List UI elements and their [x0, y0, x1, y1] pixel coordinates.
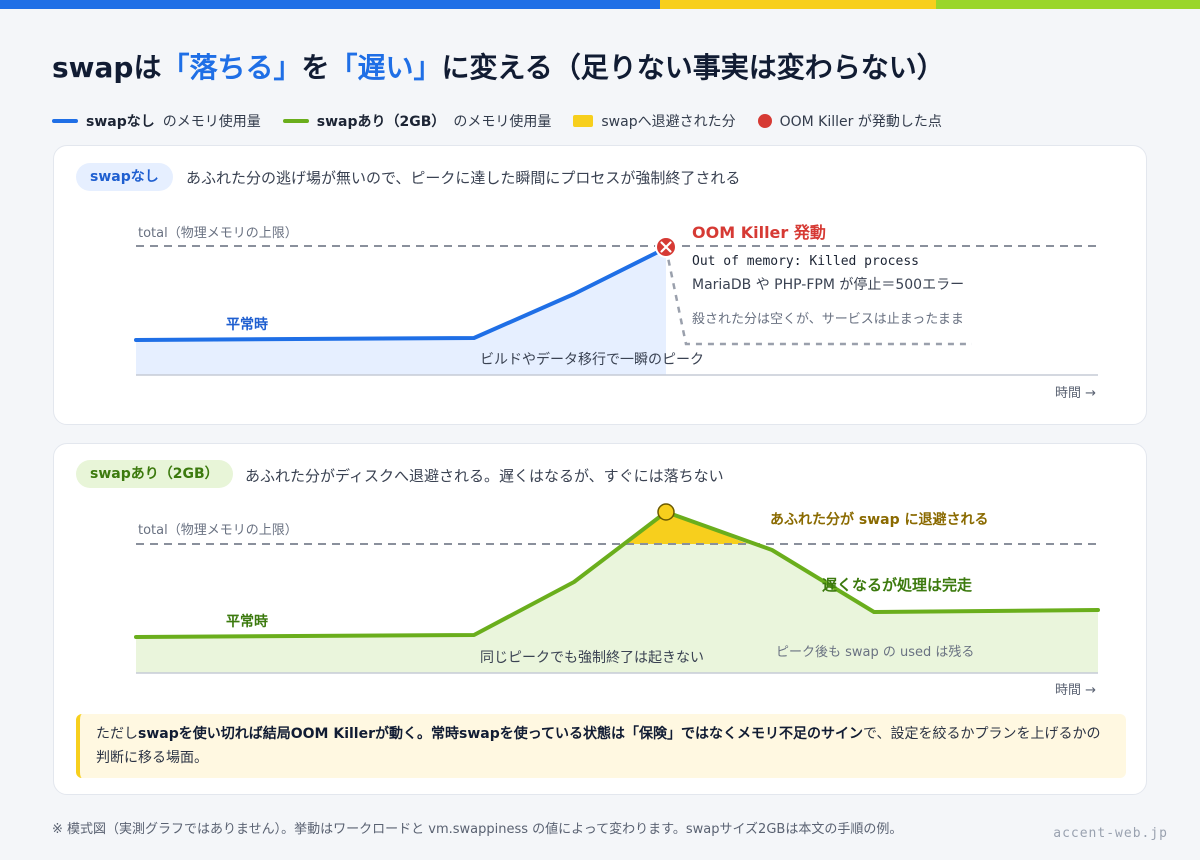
- note-bold: swapを使い切れば結局OOM Killerが動く。常時swapを使っている状態…: [138, 726, 864, 742]
- legend-yellow-swatch: [573, 115, 594, 127]
- accent-segment-yellow: [660, 0, 936, 9]
- legend-item-swapped: swapへ退避された分: [573, 111, 736, 131]
- legend-green-line: [282, 119, 309, 123]
- with-swap-after-label: ピーク後も swap の used は残る: [776, 645, 974, 660]
- note-prefix: ただし: [96, 726, 138, 742]
- legend-oom-text: OOM Killer が発動した点: [779, 114, 942, 130]
- oom-log-line: Out of memory: Killed process: [692, 254, 919, 269]
- title-highlight2: 「遅い」: [329, 51, 442, 84]
- no-swap-usage-area: [136, 248, 666, 375]
- swapped-label: あふれた分が swap に退避される: [770, 511, 988, 528]
- brand-label: accent-web.jp: [1053, 826, 1168, 841]
- no-swap-after-label: 殺された分は空くが、サービスは止まったまま: [692, 312, 964, 327]
- with-swap-total-label: total（物理メモリの上限）: [138, 523, 298, 538]
- title-part2: を: [301, 51, 330, 84]
- caution-note: ただしswapを使い切れば結局OOM Killerが動く。常時swapを使ってい…: [76, 714, 1126, 778]
- oom-effect-label: MariaDB や PHP-FPM が停止＝500エラー: [692, 276, 964, 293]
- no-swap-total-label: total（物理メモリの上限）: [138, 226, 298, 241]
- peak-marker-icon: [657, 503, 675, 521]
- with-swap-time-axis-label: 時間 →: [1055, 683, 1096, 698]
- panel-no-swap-badge: swapなし: [76, 163, 173, 191]
- with-swap-peak-label: 同じピークでも強制終了は起きない: [480, 650, 704, 666]
- slow-complete-label: 遅くなるが処理は完走: [822, 576, 972, 594]
- legend-with-swap-bold: swapあり（2GB）: [316, 114, 446, 130]
- panel-no-swap-description: あふれた分の逃げ場が無いので、ピークに達した瞬間にプロセスが強制終了される: [186, 169, 741, 187]
- legend-item-with-swap: swapあり（2GB） のメモリ使用量: [282, 111, 552, 131]
- legend: swapなし のメモリ使用量 swapあり（2GB） のメモリ使用量 swapへ…: [52, 110, 964, 132]
- no-swap-normal-label: 平常時: [226, 316, 268, 333]
- no-swap-after-kill-line: [664, 247, 972, 346]
- with-swap-diagram: total（物理メモリの上限） 平常時 同じピークでも強制終了は起きない あふれ…: [134, 503, 1100, 698]
- swapped-overflow-area: [624, 512, 748, 544]
- with-swap-usage-area: [136, 512, 1098, 673]
- panel-with-swap: swapあり（2GB） あふれた分がディスクへ退避される。遅くはなるが、すぐには…: [53, 443, 1147, 795]
- accent-segment-blue: [0, 0, 660, 9]
- legend-blue-line: [52, 119, 78, 123]
- accent-segment-green: [936, 0, 1200, 9]
- page-title: swapは「落ちる」を「遅い」に変える（足りない事実は変わらない）: [52, 46, 1152, 86]
- legend-item-no-swap: swapなし のメモリ使用量: [52, 111, 261, 131]
- panel-with-swap-badge: swapあり（2GB）: [76, 460, 233, 488]
- panel-no-swap: swapなし あふれた分の逃げ場が無いので、ピークに達した瞬間にプロセスが強制終…: [53, 145, 1147, 425]
- legend-swapped-text: swapへ退避された分: [601, 114, 736, 130]
- legend-no-swap-bold: swapなし: [86, 114, 155, 130]
- legend-no-swap-text: のメモリ使用量: [162, 114, 261, 130]
- title-part3: に変える（足りない事実は変わらない）: [441, 51, 945, 84]
- with-swap-normal-label: 平常時: [226, 613, 268, 630]
- title-highlight1: 「落ちる」: [161, 51, 302, 84]
- no-swap-peak-label: ビルドやデータ移行で一瞬のピーク: [480, 351, 704, 368]
- no-swap-time-axis-label: 時間 →: [1055, 386, 1096, 401]
- oom-title: OOM Killer 発動: [692, 223, 826, 242]
- no-swap-usage-line: [134, 246, 668, 342]
- oom-marker-icon: [655, 236, 677, 258]
- legend-red-dot: [757, 114, 772, 128]
- note-suffix: で、設定を絞るかプランを上げるかの判断に移る場面。: [96, 726, 1101, 766]
- no-swap-diagram: total（物理メモリの上限） 平常時 ビルドやデータ移行で一瞬のピーク OOM…: [134, 223, 1098, 401]
- top-accent-bar: [0, 0, 1200, 9]
- panel-with-swap-description: あふれた分がディスクへ退避される。遅くはなるが、すぐには落ちない: [245, 467, 724, 485]
- footnote: ※ 模式図（実測グラフではありません）。挙動はワークロードと vm.swappi…: [52, 822, 903, 837]
- title-part1: swapは: [52, 51, 162, 84]
- legend-with-swap-text: のメモリ使用量: [453, 114, 552, 130]
- legend-item-oom: OOM Killer が発動した点: [757, 111, 942, 131]
